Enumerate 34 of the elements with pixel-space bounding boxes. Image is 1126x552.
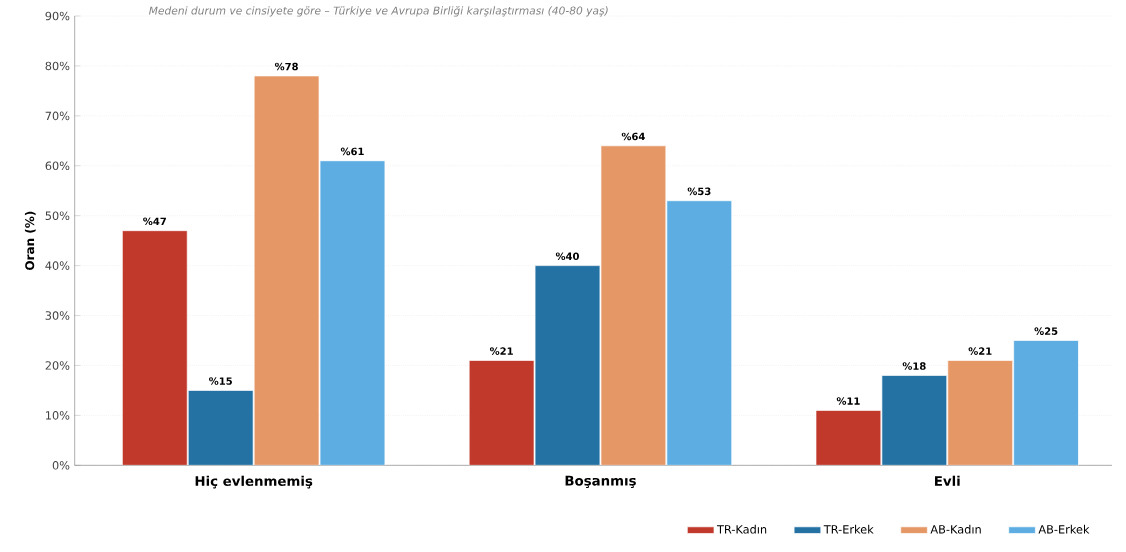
data-label: %78: [274, 62, 298, 71]
legend-label: TR-Erkek: [823, 524, 874, 534]
y-axis-title: Oran (%): [24, 211, 36, 271]
x-tick-label: Evli: [935, 475, 960, 486]
bar: [1013, 340, 1079, 466]
chart-subtitle: Medeni durum ve cinsiyete göre – Türkiye ve Avrupa Birliği karşılaştırması (40-80 yaş): [149, 6, 608, 17]
data-label: %25: [1034, 327, 1058, 335]
y-tick-label: 60%: [45, 161, 70, 171]
y-tick-label: 10%: [46, 411, 70, 420]
data-label: %47: [143, 217, 166, 226]
x-tick-label: Hiç evlenmemiş: [195, 475, 313, 489]
y-tick-label: 50%: [45, 211, 70, 220]
y-tick-label: 20%: [45, 361, 70, 370]
y-tick-label: 70%: [45, 111, 70, 121]
legend-label: TR-Kadın: [716, 524, 767, 534]
legend-label: AB-Erkek: [1038, 524, 1090, 534]
y-tick-label: 80%: [45, 61, 70, 71]
data-label: %40: [555, 252, 579, 261]
data-label: %18: [902, 362, 926, 370]
legend-label: AB-Kadın: [930, 524, 981, 534]
data-label: %21: [968, 347, 992, 355]
x-tick-label: Boşanmış: [565, 475, 636, 489]
data-label: %61: [340, 147, 364, 156]
y-tick-label: 90%: [45, 11, 70, 21]
bar: [666, 200, 733, 466]
data-label: %21: [489, 347, 513, 355]
y-tick-label: 30%: [45, 311, 70, 320]
data-label: %53: [687, 187, 711, 196]
y-tick-label: 40%: [45, 261, 70, 270]
data-label: %64: [621, 132, 645, 141]
bar: [319, 160, 386, 466]
data-label: %15: [209, 377, 232, 385]
y-tick-label: 0%: [52, 461, 70, 470]
data-label: %11: [836, 397, 860, 405]
